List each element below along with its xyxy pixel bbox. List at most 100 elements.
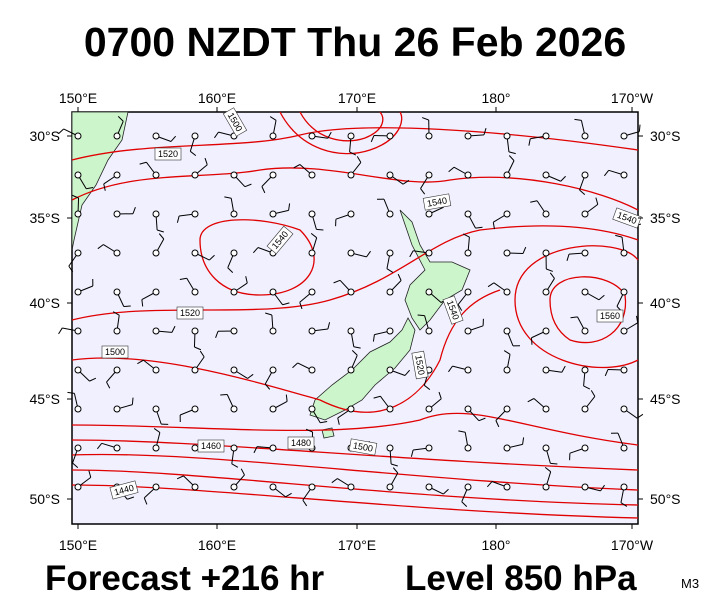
station	[465, 445, 471, 451]
bottom-lon-label: 150°E	[59, 537, 97, 553]
station	[543, 172, 549, 178]
station	[582, 133, 588, 139]
right-lat-label: 50°S	[650, 491, 681, 507]
top-lon-label: 170°E	[338, 90, 376, 106]
station	[348, 328, 354, 334]
station	[465, 133, 471, 139]
station	[231, 289, 237, 295]
left-lat-label: 50°S	[29, 491, 60, 507]
station	[465, 211, 471, 217]
station	[426, 133, 432, 139]
station	[504, 289, 510, 295]
station	[309, 406, 315, 412]
station	[387, 445, 393, 451]
station	[270, 445, 276, 451]
top-lon-label: 170°W	[611, 90, 654, 106]
station	[504, 172, 510, 178]
station	[387, 289, 393, 295]
contour-label-text: 1460	[201, 441, 221, 451]
station	[426, 289, 432, 295]
station	[114, 406, 120, 412]
station	[192, 211, 198, 217]
station	[621, 250, 627, 256]
barb-feather	[132, 398, 133, 405]
station	[582, 250, 588, 256]
station	[309, 250, 315, 256]
barb-feather	[59, 328, 63, 334]
station	[504, 250, 510, 256]
forecast-label: Forecast +216 hr	[45, 559, 325, 598]
station	[582, 211, 588, 217]
station	[75, 484, 81, 490]
contour-label-text: 1520	[158, 149, 178, 159]
station	[114, 328, 120, 334]
station	[153, 250, 159, 256]
right-lat-label: 40°S	[650, 295, 681, 311]
station	[309, 133, 315, 139]
station	[309, 484, 315, 490]
station	[582, 484, 588, 490]
station	[153, 172, 159, 178]
right-lat-label: 35°S	[650, 210, 681, 226]
contour-label: 1500	[102, 346, 128, 358]
station	[465, 289, 471, 295]
model-label: M3	[681, 576, 699, 591]
bottom-lon-label: 160°E	[198, 537, 236, 553]
station	[582, 172, 588, 178]
station	[387, 211, 393, 217]
station	[426, 172, 432, 178]
station	[270, 211, 276, 217]
contour-label-text: 1560	[600, 311, 620, 321]
station	[75, 211, 81, 217]
station	[543, 289, 549, 295]
station	[543, 328, 549, 334]
level-label: Level 850 hPa	[405, 559, 637, 598]
station	[582, 445, 588, 451]
station	[114, 289, 120, 295]
station	[153, 445, 159, 451]
station	[192, 367, 198, 373]
station	[75, 406, 81, 412]
station	[582, 289, 588, 295]
contour-label: 1520	[155, 148, 181, 160]
right-lat-label: 45°S	[650, 391, 681, 407]
station	[348, 406, 354, 412]
station	[543, 445, 549, 451]
station	[114, 367, 120, 373]
station	[192, 289, 198, 295]
station	[153, 367, 159, 373]
right-lat-label: 30°S	[650, 128, 681, 144]
station	[387, 367, 393, 373]
station	[543, 211, 549, 217]
contour-label-text: 1500	[105, 347, 125, 357]
left-lat-label: 45°S	[29, 391, 60, 407]
station	[426, 445, 432, 451]
station	[192, 328, 198, 334]
left-lat-label: 30°S	[29, 128, 60, 144]
station	[75, 328, 81, 334]
station	[348, 211, 354, 217]
station	[231, 172, 237, 178]
station	[192, 172, 198, 178]
station	[309, 289, 315, 295]
station	[75, 289, 81, 295]
station	[504, 328, 510, 334]
station	[465, 328, 471, 334]
station	[348, 250, 354, 256]
station	[582, 406, 588, 412]
station	[543, 250, 549, 256]
station	[426, 250, 432, 256]
top-lon-label: 150°E	[59, 90, 97, 106]
station	[153, 211, 159, 217]
station	[114, 211, 120, 217]
station	[465, 367, 471, 373]
station	[309, 172, 315, 178]
station	[465, 484, 471, 490]
station	[504, 484, 510, 490]
station	[270, 133, 276, 139]
barb-feather	[639, 125, 640, 132]
station	[543, 367, 549, 373]
station	[114, 445, 120, 451]
station	[114, 133, 120, 139]
